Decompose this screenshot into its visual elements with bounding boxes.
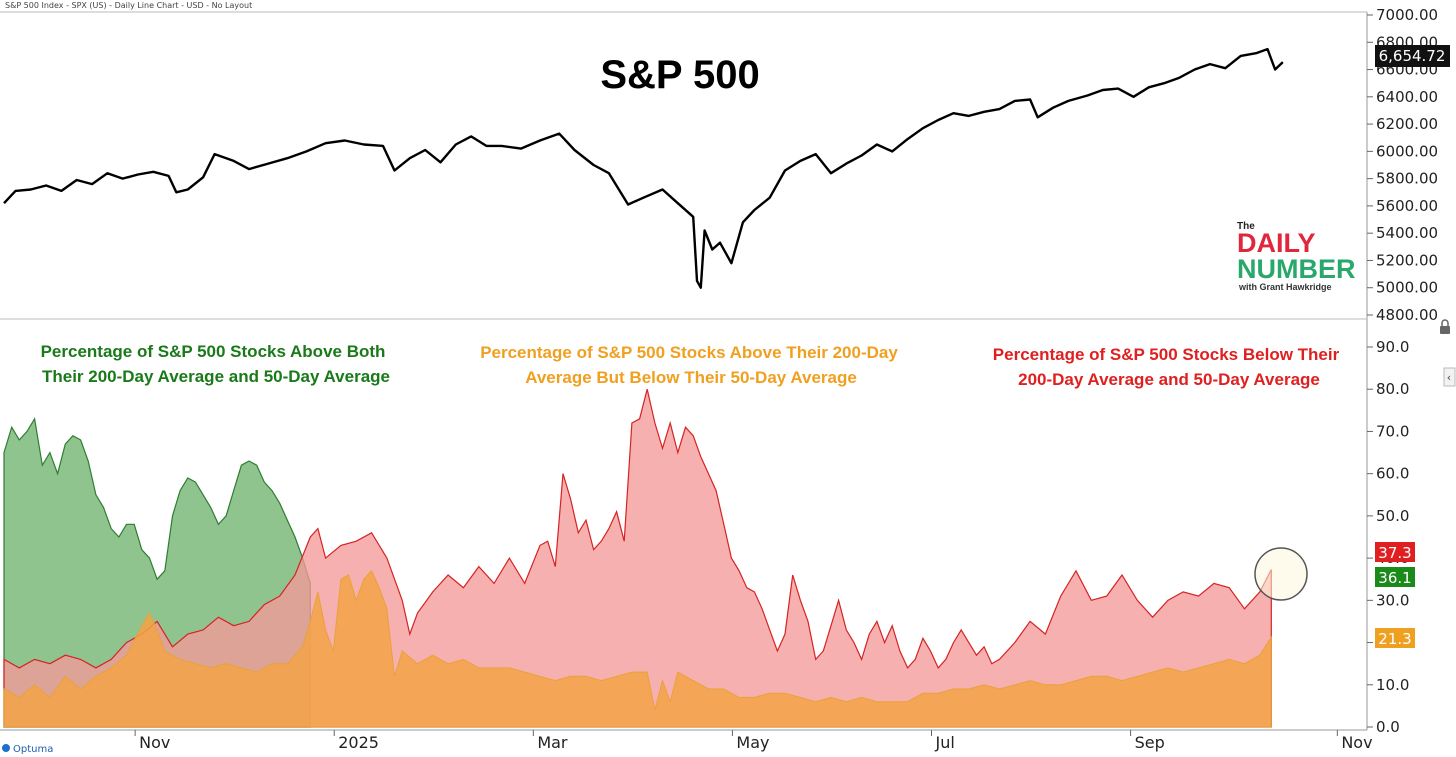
time-tick-label: Mar (537, 733, 568, 752)
green-label-line1: Percentage of S&P 500 Stocks Above Both (41, 342, 386, 361)
collapse-panel-icon[interactable]: ‹ (1443, 367, 1456, 387)
bottom-tick-label: 10.0 (1376, 676, 1409, 694)
last-price-value: 6,654.72 (1379, 47, 1446, 65)
time-axis: Nov 2025 Mar May Jul Sep Nov (134, 730, 1373, 752)
time-tick-label: May (736, 733, 769, 752)
orange-last-value: 21.3 (1378, 630, 1411, 648)
top-tick-label: 7000.00 (1376, 6, 1438, 24)
top-tick-label: 5200.00 (1376, 251, 1438, 269)
bottom-tick-label: 70.0 (1376, 422, 1409, 440)
orange-area-series (3, 569, 1272, 728)
green-last-value: 36.1 (1378, 569, 1411, 587)
red-label-line1: Percentage of S&P 500 Stocks Below Their (993, 345, 1340, 364)
orange-label-line1: Percentage of S&P 500 Stocks Above Their… (480, 343, 898, 362)
bottom-tick-label: 80.0 (1376, 380, 1409, 398)
green-label-line2: Their 200-Day Average and 50-Day Average (42, 367, 390, 386)
time-tick-label: Nov (1341, 733, 1372, 752)
bottom-tick-label: 0.0 (1376, 718, 1400, 736)
top-tick-label: 4800.00 (1376, 306, 1438, 324)
chart-caption: S&P 500 Index - SPX (US) - Daily Line Ch… (5, 1, 252, 10)
orange-label-line2: Average But Below Their 50-Day Average (525, 368, 857, 387)
top-tick-label: 5400.00 (1376, 224, 1438, 242)
chart-title: S&P 500 (600, 53, 759, 97)
top-tick-label: 5000.00 (1376, 279, 1438, 297)
bottom-tick-label: 50.0 (1376, 507, 1409, 525)
bottom-tick-label: 90.0 (1376, 338, 1409, 356)
time-tick-label: Jul (935, 733, 955, 752)
logo-the: The (1237, 221, 1255, 232)
top-tick-label: 6000.00 (1376, 142, 1438, 160)
svg-text:‹: ‹ (1447, 371, 1451, 384)
top-tick-label: 6400.00 (1376, 88, 1438, 106)
bottom-tick-label: 60.0 (1376, 465, 1409, 483)
latest-highlight-circle (1254, 547, 1308, 601)
top-tick-label: 5800.00 (1376, 170, 1438, 188)
red-last-badge (1375, 542, 1415, 562)
daily-number-logo: The DAILY NUMBER with Grant Hawkridge (1237, 221, 1356, 292)
red-last-value: 37.3 (1378, 544, 1411, 562)
orange-last-badge (1375, 628, 1415, 648)
last-price-badge (1375, 45, 1450, 67)
time-tick-label: 2025 (338, 733, 379, 752)
logo-byline: with Grant Hawkridge (1238, 282, 1332, 292)
time-tick-label: Nov (139, 733, 170, 752)
logo-number: NUMBER (1237, 254, 1356, 284)
top-tick-label: 6200.00 (1376, 115, 1438, 133)
red-label-line2: 200-Day Average and 50-Day Average (1018, 370, 1320, 389)
optuma-brand: Optuma (13, 744, 53, 755)
time-tick-label: Sep (1135, 733, 1165, 752)
bottom-tick-label: 30.0 (1376, 591, 1409, 609)
green-last-badge (1375, 567, 1415, 587)
optuma-logo-icon (2, 744, 10, 752)
lock-icon[interactable] (1440, 319, 1450, 334)
logo-daily: DAILY (1237, 228, 1316, 258)
spx-price-line (3, 47, 1284, 289)
top-tick-label: 5600.00 (1376, 197, 1438, 215)
